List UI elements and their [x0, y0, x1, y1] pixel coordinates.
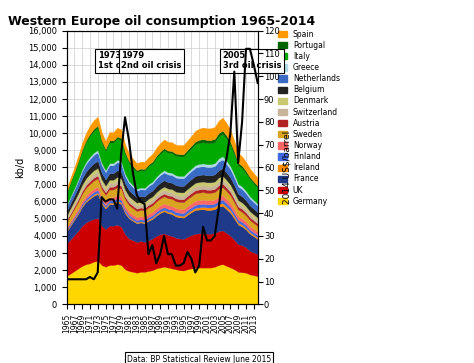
Text: 1973
1st oil crisis: 1973 1st oil crisis — [98, 51, 155, 70]
Text: 1979
2nd oil crisis: 1979 2nd oil crisis — [121, 51, 182, 70]
Legend: Spain, Portugal, Italy, Greece, Netherlands, Belgium, Denmark, Switzerland, Aust: Spain, Portugal, Italy, Greece, Netherla… — [277, 29, 341, 207]
Title: Western Europe oil consumption 1965-2014: Western Europe oil consumption 1965-2014 — [9, 15, 316, 28]
Y-axis label: kb/d: kb/d — [15, 157, 25, 178]
Y-axis label: 2014 US$/barrel: 2014 US$/barrel — [283, 131, 292, 204]
Text: Data: BP Statistical Review June 2015: Data: BP Statistical Review June 2015 — [127, 355, 271, 363]
Text: 2005
3rd oil crisis: 2005 3rd oil crisis — [223, 51, 281, 70]
